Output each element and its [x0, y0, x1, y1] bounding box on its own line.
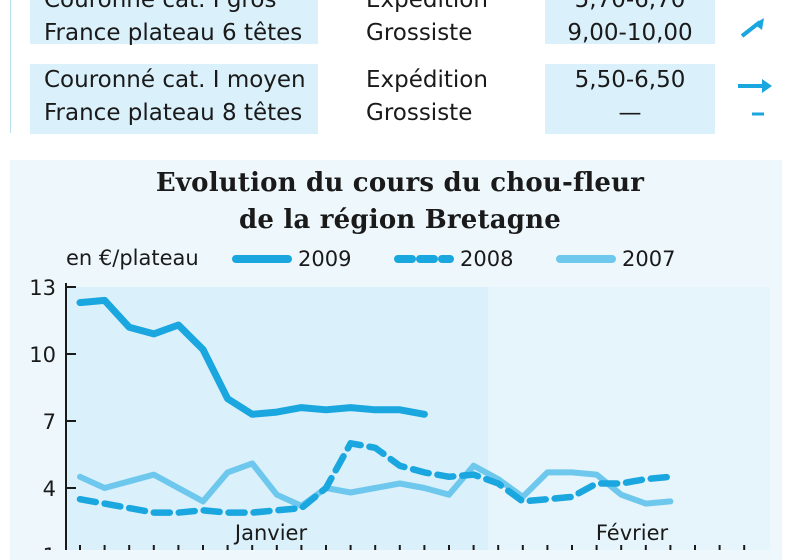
legend-swatch-dashed: [394, 255, 454, 263]
y-tick-label: 7: [43, 410, 56, 434]
trend-right-arrow-icon: [738, 79, 772, 116]
y-axis-unit-label: en €/plateau: [66, 246, 199, 270]
legend-label: 2007: [622, 247, 676, 271]
y-tick-label: 4: [43, 477, 56, 501]
stage-cell: Expédition Grossiste: [366, 64, 546, 134]
x-month-label: Janvier: [233, 521, 308, 545]
chart-title-line-2: de la région Bretagne: [238, 205, 562, 235]
price-value: 9,00-10,00: [567, 20, 693, 46]
month-band-february: [488, 287, 770, 550]
series-line-2008: [76, 440, 674, 516]
x-month-label: Février: [596, 521, 669, 545]
legend-label: 2009: [298, 247, 352, 271]
price-value: 5,50-6,50: [574, 67, 686, 93]
series-line-2007: [77, 460, 674, 509]
product-packaging: France plateau 8 têtes: [44, 100, 303, 126]
legend-swatch-light: [556, 255, 616, 263]
product-packaging: France plateau 6 têtes: [44, 20, 303, 46]
product-name: Couronné cat. I moyen: [44, 67, 306, 93]
trend-cell: [734, 64, 774, 130]
stage-label: Expédition: [366, 0, 488, 13]
price-cell: 5,50-6,50 —: [545, 64, 715, 134]
stage-label: Expédition: [366, 67, 488, 93]
stage-label: Grossiste: [366, 100, 473, 126]
price-value: 5,70-6,70: [574, 0, 686, 13]
legend-swatch-solid: [232, 255, 292, 263]
legend-label: 2008: [460, 247, 514, 271]
y-tick-label: 13: [29, 276, 56, 300]
table-border: [10, 0, 11, 133]
price-cell: 5,70-6,70 9,00-10,00: [545, 0, 715, 46]
product-name: Couronné cat. I gros: [44, 0, 277, 13]
price-table: Couronné cat. I gros France plateau 6 tê…: [0, 0, 800, 140]
trend-cell: [734, 0, 774, 50]
stage-label: Grossiste: [366, 20, 473, 46]
stage-cell: Expédition Grossiste: [366, 0, 546, 46]
series-line-2009: [76, 296, 428, 418]
product-cell: Couronné cat. I gros France plateau 6 tê…: [30, 0, 318, 46]
chart-title-line-1: Evolution du cours du chou-fleur: [155, 168, 645, 198]
y-tick-label: 10: [29, 343, 56, 367]
product-cell: Couronné cat. I moyen France plateau 8 t…: [30, 64, 318, 134]
trend-up-arrow-icon: [740, 18, 764, 38]
price-value: —: [618, 100, 642, 126]
y-tick-label: 1: [43, 544, 56, 550]
